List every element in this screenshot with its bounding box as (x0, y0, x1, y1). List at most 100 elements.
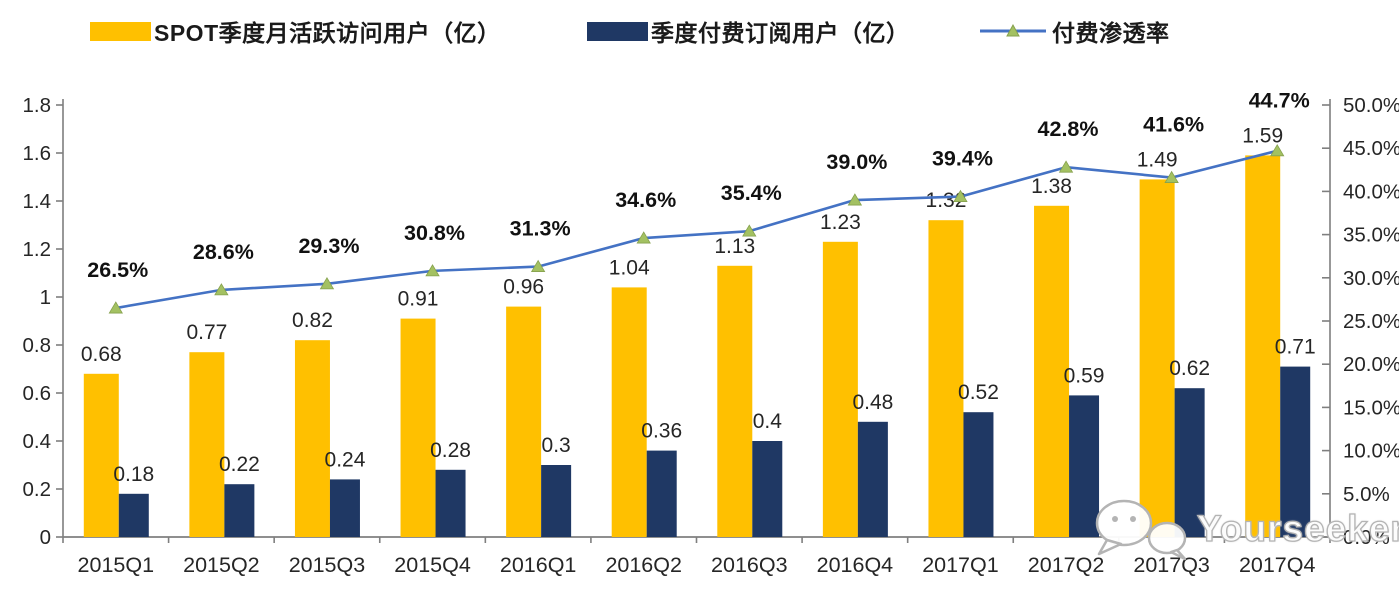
mau-value-label: 1.04 (609, 256, 650, 279)
mau-bar (611, 287, 647, 537)
x-axis-category-label: 2017Q1 (922, 553, 999, 577)
left-axis-tick-label: 1.2 (23, 238, 52, 261)
penetration-marker-icon (214, 283, 229, 296)
penetration-legend-label: 付费渗透率 (1052, 20, 1170, 46)
right-axis-tick-label: 0.0% (1343, 526, 1390, 549)
penetration-value-label: 39.0% (826, 150, 887, 174)
mau-value-label: 1.59 (1242, 124, 1283, 147)
legend-item-penetration: 付费渗透率 (980, 17, 1170, 46)
penetration-legend-marker-icon (980, 23, 1046, 39)
mau-value-label: 0.77 (186, 321, 227, 344)
mau-bar (928, 220, 964, 537)
right-axis-tick-label: 5.0% (1343, 483, 1390, 506)
subscribers-value-label: 0.22 (219, 453, 260, 476)
right-axis-tick-label: 10.0% (1343, 440, 1399, 463)
right-axis-tick-label: 45.0% (1343, 137, 1399, 160)
mau-bar (1034, 205, 1070, 538)
subscribers-bar (1280, 366, 1311, 537)
subscribers-value-label: 0.28 (430, 439, 471, 462)
subscribers-bar (118, 493, 149, 537)
penetration-value-label: 42.8% (1038, 117, 1099, 141)
x-axis-category-label: 2017Q2 (1028, 553, 1105, 577)
right-axis-tick-label: 20.0% (1343, 353, 1399, 376)
mau-legend-label: SPOT季度月活跃访问用户（亿） (154, 20, 501, 46)
mau-bar (1139, 179, 1175, 537)
mau-value-label: 0.68 (81, 343, 122, 366)
penetration-value-label: 34.6% (615, 188, 676, 212)
subscribers-bar (1174, 388, 1205, 537)
penetration-marker-icon (1270, 144, 1285, 157)
mau-bar (717, 265, 753, 537)
subscribers-bar (963, 412, 994, 537)
subscribers-value-label: 0.52 (958, 381, 999, 404)
subscribers-value-label: 0.18 (113, 463, 154, 486)
right-axis-tick-label: 35.0% (1343, 224, 1399, 247)
x-axis-category-label: 2017Q4 (1239, 553, 1316, 577)
left-axis-tick-label: 1.6 (23, 142, 52, 165)
penetration-value-label: 41.6% (1143, 112, 1204, 136)
penetration-marker-icon (425, 264, 440, 277)
penetration-line (115, 149, 1278, 310)
mau-value-label: 0.82 (292, 309, 333, 332)
mau-value-label: 1.38 (1031, 175, 1072, 198)
right-axis-tick-label: 15.0% (1343, 396, 1399, 419)
mau-value-label: 1.49 (1137, 148, 1178, 171)
x-axis-category-label: 2015Q2 (183, 553, 260, 577)
mau-value-label: 1.23 (820, 211, 861, 234)
mau-bar (83, 373, 119, 537)
x-axis-category-label: 2017Q3 (1133, 553, 1210, 577)
penetration-marker-icon (530, 259, 546, 272)
penetration-value-label: 26.5% (87, 258, 148, 282)
penetration-value-label: 29.3% (298, 234, 359, 258)
x-axis-category-label: 2016Q1 (500, 553, 577, 577)
subscribers-bar (224, 484, 255, 537)
penetration-marker-icon (319, 277, 335, 290)
legend-item-subscribers: 季度付费订阅用户（亿） (587, 17, 910, 46)
x-axis-category-label: 2016Q4 (817, 553, 894, 577)
left-axis-tick-label: 1.4 (23, 190, 52, 213)
penetration-marker-icon (953, 189, 968, 202)
subscribers-value-label: 0.48 (852, 391, 893, 414)
subscribers-legend-label: 季度付费订阅用户（亿） (651, 20, 910, 46)
subscribers-value-label: 0.4 (753, 410, 783, 433)
penetration-marker-icon (1058, 160, 1074, 173)
subscribers-bar (435, 469, 466, 537)
mau-value-label: 0.96 (503, 276, 544, 299)
subscribers-bar (646, 450, 677, 537)
subscribers-value-label: 0.36 (641, 420, 682, 443)
penetration-marker-icon (108, 301, 123, 314)
mau-bar (294, 340, 330, 537)
x-axis-category-label: 2015Q3 (289, 553, 366, 577)
penetration-value-label: 28.6% (193, 240, 254, 264)
left-axis-tick-label: 0 (40, 526, 51, 549)
mau-value-label: 0.91 (398, 288, 439, 311)
right-axis-tick-label: 30.0% (1343, 267, 1399, 290)
left-axis-tick-label: 0.4 (23, 430, 52, 453)
penetration-value-label: 30.8% (404, 221, 465, 245)
penetration-marker-icon (1164, 170, 1179, 183)
penetration-value-label: 39.4% (932, 147, 993, 171)
left-axis-tick-label: 0.6 (23, 382, 52, 405)
right-axis-tick-label: 40.0% (1343, 180, 1399, 203)
subscribers-value-label: 0.3 (542, 434, 571, 457)
subscribers-bar (1069, 395, 1100, 537)
left-axis-tick-label: 0.8 (23, 334, 52, 357)
subscribers-bar (329, 479, 360, 537)
x-axis-category-label: 2015Q4 (394, 553, 471, 577)
subscribers-value-label: 0.62 (1169, 357, 1210, 380)
penetration-marker-icon (742, 224, 757, 237)
mau-value-label: 1.32 (926, 189, 967, 212)
subscribers-value-label: 0.24 (325, 448, 366, 471)
mau-bar (506, 306, 542, 537)
penetration-value-label: 31.3% (510, 217, 571, 241)
subscribers-legend-swatch-icon (587, 21, 648, 41)
subscribers-value-label: 0.59 (1064, 364, 1105, 387)
mau-bar (1245, 155, 1281, 537)
legend-item-mau: SPOT季度月活跃访问用户（亿） (90, 17, 501, 46)
x-axis-category-label: 2016Q2 (605, 553, 682, 577)
subscribers-bar (752, 441, 783, 537)
left-axis-tick-label: 1.8 (23, 94, 52, 117)
mau-bar (400, 318, 436, 537)
